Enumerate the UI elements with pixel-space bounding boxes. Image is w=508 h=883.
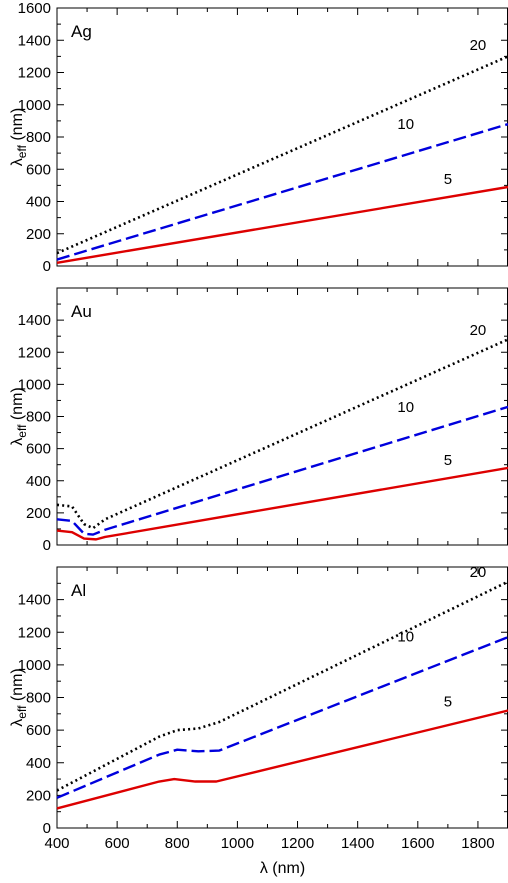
y-tick-label: 1200 xyxy=(18,344,51,361)
series-label-5: 5 xyxy=(444,452,452,469)
y-tick-label: 600 xyxy=(26,161,51,178)
y-tick-label: 800 xyxy=(26,129,51,146)
series-line-10 xyxy=(56,122,508,261)
series-line-5 xyxy=(56,185,508,264)
panel-label: Au xyxy=(71,302,92,321)
y-tick-label: 0 xyxy=(43,820,51,837)
plot-frame xyxy=(56,7,508,267)
series-label-20: 20 xyxy=(470,322,487,339)
panel-label: Al xyxy=(71,581,86,600)
series-label-5: 5 xyxy=(444,171,452,188)
y-axis-title: λeff (nm) xyxy=(9,108,29,166)
x-axis-title: λ (nm) xyxy=(260,860,305,877)
series-line-20 xyxy=(56,338,508,530)
series-label-10: 10 xyxy=(397,399,414,416)
y-tick-label: 1200 xyxy=(18,65,51,82)
series-line-10 xyxy=(56,636,508,799)
series-label-20: 20 xyxy=(470,564,487,581)
series-label-10: 10 xyxy=(397,116,414,133)
panel-ag: 0 200 400 600 800 1000 1200 1400 1600 λeff (nm) Ag… xyxy=(9,0,508,275)
y-tick-label: 400 xyxy=(26,473,51,490)
y-tick-label: 400 xyxy=(26,755,51,772)
plot-frame xyxy=(56,566,508,829)
series-line-5 xyxy=(56,466,508,541)
y-tick-label: 0 xyxy=(43,537,51,554)
series-label-20: 20 xyxy=(470,37,487,54)
y-axis-title: λeff (nm) xyxy=(9,668,29,726)
y-tick-label: 600 xyxy=(26,722,51,739)
x-tick-label: 1200 xyxy=(281,835,314,852)
series-line-10 xyxy=(56,405,508,536)
y-tick-label: 1600 xyxy=(18,0,51,17)
x-tick-label: 1000 xyxy=(221,835,254,852)
series-label-10: 10 xyxy=(397,628,414,645)
x-tick-label: 1600 xyxy=(401,835,434,852)
y-tick-label: 1000 xyxy=(18,657,51,674)
series-line-20 xyxy=(56,580,508,792)
x-tick-label: 800 xyxy=(165,835,190,852)
series-line-5 xyxy=(56,709,508,810)
y-tick-label: 800 xyxy=(26,409,51,426)
y-tick-label: 1200 xyxy=(18,624,51,641)
x-tick-label: 1800 xyxy=(461,835,494,852)
y-tick-label: 200 xyxy=(26,226,51,243)
y-tick-label: 1400 xyxy=(18,592,51,609)
y-tick-label: 1000 xyxy=(18,376,51,393)
y-tick-label: 1000 xyxy=(18,97,51,114)
x-tick-label: 600 xyxy=(105,835,130,852)
y-tick-label: 400 xyxy=(26,194,51,211)
x-tick-label: 1400 xyxy=(341,835,374,852)
y-axis-title: λeff (nm) xyxy=(9,387,29,445)
y-tick-label: 600 xyxy=(26,441,51,458)
y-tick-label: 0 xyxy=(43,258,51,275)
x-tick-label: 400 xyxy=(44,835,69,852)
y-tick-label: 200 xyxy=(26,505,51,522)
y-tick-label: 1400 xyxy=(18,32,51,49)
y-tick-label: 200 xyxy=(26,787,51,804)
panel-au: 0 200 400 600 800 1000 1200 1400 λeff (nm) Au 20 10… xyxy=(9,287,508,554)
series-label-5: 5 xyxy=(444,694,452,711)
panel-label: Ag xyxy=(71,22,92,41)
y-tick-label: 1400 xyxy=(18,312,51,329)
y-tick-label: 800 xyxy=(26,690,51,707)
panel-al: 0 200 400 600 800 1000 1200 1400 400 600 800 1000 12… xyxy=(9,564,508,877)
series-line-20 xyxy=(56,55,508,255)
